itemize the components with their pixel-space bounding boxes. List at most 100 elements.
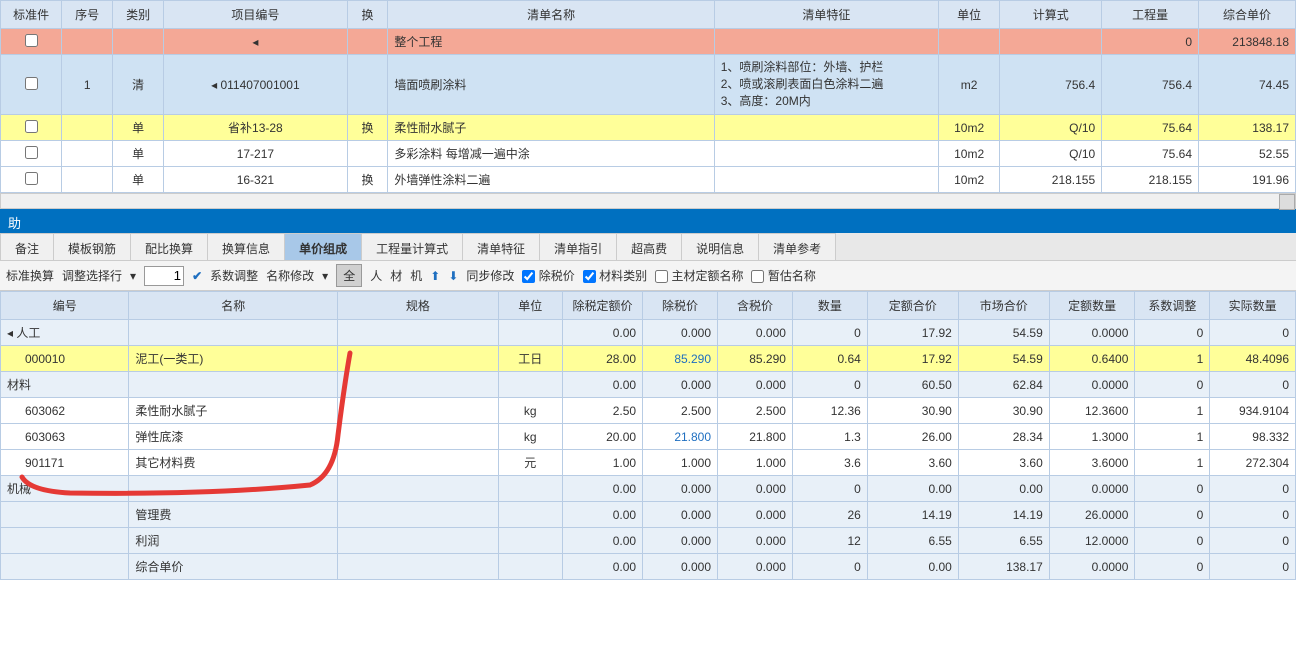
- upper-cell[interactable]: [1, 115, 62, 141]
- chk-main-label[interactable]: 主材定额名称: [655, 267, 743, 284]
- upper-header-6[interactable]: 清单特征: [714, 1, 938, 29]
- lower-cell[interactable]: [338, 424, 499, 450]
- upper-cell[interactable]: 10m2: [939, 115, 1000, 141]
- lower-row-2[interactable]: 材料0.000.0000.000060.5062.840.000000: [1, 372, 1296, 398]
- lower-cell[interactable]: 管理费: [129, 502, 338, 528]
- lower-header-4[interactable]: 除税定额价: [562, 292, 642, 320]
- upper-cell[interactable]: [1, 29, 62, 55]
- upper-cell[interactable]: 138.17: [1199, 115, 1296, 141]
- upper-cell[interactable]: 75.64: [1102, 141, 1199, 167]
- lower-cell[interactable]: 12: [792, 528, 867, 554]
- lower-cell[interactable]: 1: [1135, 424, 1210, 450]
- lower-cell[interactable]: 28.34: [958, 424, 1049, 450]
- chk-tax[interactable]: [522, 270, 535, 283]
- lower-cell[interactable]: 0.000: [718, 372, 793, 398]
- lower-cell[interactable]: 0.000: [643, 476, 718, 502]
- lower-row-3[interactable]: 603062柔性耐水腻子kg2.502.5002.50012.3630.9030…: [1, 398, 1296, 424]
- lower-cell[interactable]: 62.84: [958, 372, 1049, 398]
- lower-cell[interactable]: 2.500: [643, 398, 718, 424]
- chk-est-label[interactable]: 暂估名称: [751, 267, 815, 284]
- lower-cell[interactable]: 12.36: [792, 398, 867, 424]
- tab-6[interactable]: 清单特征: [462, 233, 540, 260]
- filter-material-button[interactable]: 材: [390, 267, 402, 284]
- lower-cell[interactable]: 工日: [498, 346, 562, 372]
- upper-table[interactable]: 标准件序号类别项目编号换清单名称清单特征单位计算式工程量综合单价 ◂整个工程02…: [0, 0, 1296, 193]
- upper-cell[interactable]: 墙面喷刷涂料: [388, 55, 714, 115]
- lower-cell[interactable]: 0: [1210, 476, 1296, 502]
- lower-header-6[interactable]: 含税价: [718, 292, 793, 320]
- upper-cell[interactable]: [62, 141, 113, 167]
- chk-est[interactable]: [751, 270, 764, 283]
- lower-header-5[interactable]: 除税价: [643, 292, 718, 320]
- lower-cell[interactable]: 0: [792, 320, 867, 346]
- lower-cell[interactable]: 901171: [1, 450, 129, 476]
- upper-header-2[interactable]: 类别: [113, 1, 164, 29]
- lower-cell[interactable]: 17.92: [867, 320, 958, 346]
- lower-cell[interactable]: kg: [498, 398, 562, 424]
- lower-row-8[interactable]: 利润0.000.0000.000126.556.5512.000000: [1, 528, 1296, 554]
- lower-cell[interactable]: kg: [498, 424, 562, 450]
- lower-cell[interactable]: 0.00: [562, 320, 642, 346]
- lower-cell[interactable]: 0: [792, 554, 867, 580]
- lower-cell[interactable]: 98.332: [1210, 424, 1296, 450]
- upper-cell[interactable]: 756.4: [1000, 55, 1102, 115]
- upper-header-5[interactable]: 清单名称: [388, 1, 714, 29]
- upper-cell[interactable]: 10m2: [939, 167, 1000, 193]
- lower-cell[interactable]: 2.50: [562, 398, 642, 424]
- lower-cell[interactable]: 0.00: [958, 476, 1049, 502]
- upper-cell[interactable]: 单: [113, 167, 164, 193]
- lower-cell[interactable]: [338, 554, 499, 580]
- row-checkbox[interactable]: [25, 120, 38, 133]
- lower-cell[interactable]: 0.0000: [1049, 554, 1135, 580]
- lower-cell[interactable]: 0: [792, 476, 867, 502]
- lower-cell[interactable]: 0.0000: [1049, 476, 1135, 502]
- lower-cell[interactable]: 0.000: [643, 320, 718, 346]
- chk-mat-label[interactable]: 材料类别: [583, 267, 647, 284]
- upper-cell[interactable]: 柔性耐水腻子: [388, 115, 714, 141]
- lower-cell[interactable]: [129, 320, 338, 346]
- lower-cell[interactable]: [338, 476, 499, 502]
- lower-cell[interactable]: 12.0000: [1049, 528, 1135, 554]
- lower-cell[interactable]: 0.00: [562, 528, 642, 554]
- upper-cell[interactable]: [714, 141, 938, 167]
- lower-cell[interactable]: 0.000: [718, 476, 793, 502]
- name-modify-label[interactable]: 名称修改: [266, 267, 314, 284]
- lower-cell[interactable]: [129, 476, 338, 502]
- lower-cell[interactable]: 0.0000: [1049, 372, 1135, 398]
- lower-header-10[interactable]: 定额数量: [1049, 292, 1135, 320]
- lower-header-12[interactable]: 实际数量: [1210, 292, 1296, 320]
- lower-row-6[interactable]: 机械0.000.0000.00000.000.000.000000: [1, 476, 1296, 502]
- upper-cell[interactable]: [62, 29, 113, 55]
- lower-cell[interactable]: 0.000: [718, 502, 793, 528]
- lower-cell[interactable]: 12.3600: [1049, 398, 1135, 424]
- lower-header-9[interactable]: 市场合价: [958, 292, 1049, 320]
- lower-cell[interactable]: [338, 372, 499, 398]
- lower-cell[interactable]: 0: [1135, 502, 1210, 528]
- upper-cell[interactable]: 213848.18: [1199, 29, 1296, 55]
- lower-header-1[interactable]: 名称: [129, 292, 338, 320]
- upper-cell[interactable]: [62, 167, 113, 193]
- lower-cell[interactable]: [498, 476, 562, 502]
- lower-cell[interactable]: 14.19: [958, 502, 1049, 528]
- lower-cell[interactable]: [129, 372, 338, 398]
- upper-cell[interactable]: 单: [113, 141, 164, 167]
- upper-cell[interactable]: 10m2: [939, 141, 1000, 167]
- lower-cell[interactable]: 0: [1135, 372, 1210, 398]
- upper-cell[interactable]: 0: [1102, 29, 1199, 55]
- upper-header-4[interactable]: 换: [347, 1, 388, 29]
- lower-cell[interactable]: [338, 528, 499, 554]
- tab-9[interactable]: 说明信息: [681, 233, 759, 260]
- row-checkbox[interactable]: [25, 172, 38, 185]
- upper-horizontal-scrollbar[interactable]: [0, 193, 1296, 209]
- tab-8[interactable]: 超高费: [616, 233, 682, 260]
- lower-cell[interactable]: 1.3000: [1049, 424, 1135, 450]
- lower-cell[interactable]: 弹性底漆: [129, 424, 338, 450]
- upper-cell[interactable]: [347, 55, 388, 115]
- upper-cell[interactable]: [1, 167, 62, 193]
- lower-cell[interactable]: [498, 554, 562, 580]
- upper-cell[interactable]: [939, 29, 1000, 55]
- lower-cell[interactable]: 21.800: [718, 424, 793, 450]
- tab-4[interactable]: 单价组成: [284, 233, 362, 260]
- lower-cell[interactable]: 0.6400: [1049, 346, 1135, 372]
- lower-cell[interactable]: 48.4096: [1210, 346, 1296, 372]
